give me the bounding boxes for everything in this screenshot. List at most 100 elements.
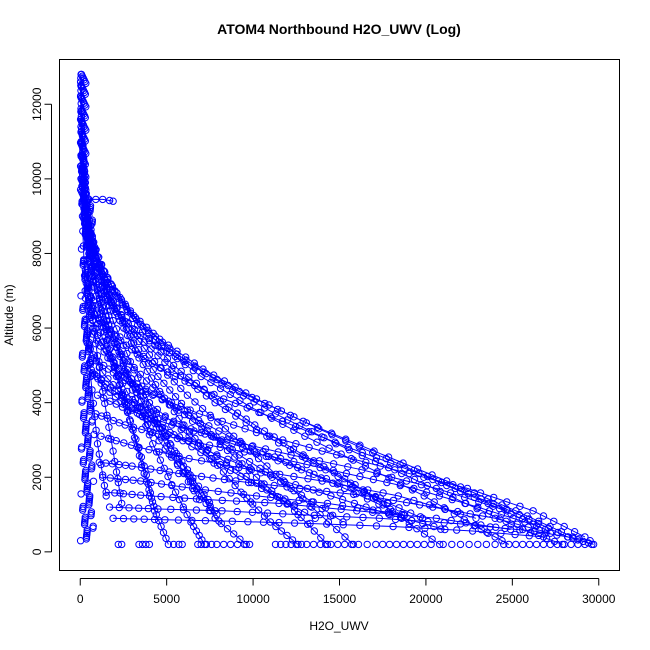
data-point	[525, 540, 534, 549]
data-point	[310, 527, 318, 535]
data-point	[173, 404, 181, 412]
data-point	[223, 446, 232, 455]
data-point	[258, 484, 266, 493]
data-point	[87, 508, 96, 516]
data-point	[118, 350, 126, 358]
data-point	[142, 377, 151, 385]
data-point	[121, 421, 129, 429]
data-point	[420, 473, 428, 481]
data-point	[509, 514, 517, 522]
y-axis: 0 2000 4000 6000 8000 10000 12000	[30, 87, 52, 555]
data-point	[363, 540, 371, 549]
data-point	[164, 540, 173, 549]
data-point	[130, 363, 138, 372]
data-point	[216, 384, 225, 393]
data-point	[148, 359, 157, 367]
data-point	[255, 408, 263, 417]
data-point	[91, 276, 99, 284]
data-point	[391, 466, 399, 474]
data-point	[273, 405, 282, 414]
data-point	[266, 432, 274, 440]
data-point	[230, 432, 238, 440]
data-point	[570, 528, 579, 536]
data-point	[112, 468, 121, 476]
data-point	[303, 540, 311, 549]
series-line-31	[109, 506, 591, 542]
data-point	[89, 369, 97, 377]
x-tick-label: 5000	[153, 592, 180, 606]
data-point	[245, 540, 254, 549]
data-point	[290, 457, 298, 466]
data-point	[123, 349, 131, 358]
data-point	[265, 401, 273, 409]
y-axis-label: Altitude (m)	[2, 284, 16, 345]
data-point	[163, 347, 171, 355]
data-point	[296, 422, 304, 430]
data-point	[519, 540, 527, 549]
data-point	[341, 533, 349, 541]
data-point	[356, 472, 364, 481]
data-point	[141, 354, 149, 363]
series-line-26	[88, 327, 402, 516]
data-point	[112, 305, 121, 313]
data-point	[173, 434, 182, 443]
data-point	[122, 341, 130, 349]
data-point	[567, 540, 575, 549]
data-point	[102, 380, 110, 388]
data-point	[333, 451, 341, 459]
data-point	[123, 387, 131, 396]
data-point	[257, 469, 265, 477]
data-point	[347, 540, 356, 549]
data-point	[148, 498, 157, 506]
data-point	[432, 514, 440, 522]
data-point	[156, 363, 164, 372]
data-point	[188, 516, 196, 525]
data-point	[95, 363, 104, 371]
data-point	[389, 496, 398, 505]
data-point	[235, 451, 244, 459]
data-point	[207, 413, 215, 422]
data-point	[443, 477, 451, 485]
data-point	[401, 464, 409, 472]
data-point	[109, 334, 117, 343]
y-tick-label: 6000	[30, 314, 44, 341]
data-point	[497, 510, 505, 519]
data-point	[532, 540, 541, 549]
data-point	[189, 474, 197, 482]
data-point	[124, 395, 132, 403]
data-point	[135, 346, 143, 354]
data-point	[207, 540, 216, 549]
data-point	[354, 540, 363, 549]
data-point	[147, 478, 155, 487]
data-point	[456, 483, 465, 491]
data-point	[456, 540, 465, 549]
data-point	[318, 433, 326, 441]
data-point	[186, 406, 194, 414]
data-point	[192, 506, 201, 514]
data-point	[388, 473, 396, 481]
data-point	[124, 370, 132, 378]
x-tick-label: 15000	[323, 592, 357, 606]
data-point	[453, 526, 461, 534]
data-point	[300, 508, 309, 516]
data-point	[322, 540, 330, 549]
data-point	[84, 194, 92, 203]
data-point	[88, 216, 97, 224]
data-point	[157, 364, 165, 372]
data-point	[292, 540, 300, 549]
series-line-20	[84, 298, 288, 504]
data-point	[429, 503, 437, 511]
data-point	[305, 469, 314, 477]
data-point	[335, 479, 343, 487]
data-point	[123, 318, 131, 326]
data-point	[500, 540, 508, 549]
data-point	[142, 323, 151, 331]
data-point	[337, 450, 345, 458]
data-point	[294, 510, 302, 519]
data-point	[586, 537, 594, 545]
data-point	[306, 502, 314, 510]
data-point	[402, 498, 411, 507]
data-point	[145, 492, 154, 500]
data-point	[232, 412, 240, 420]
data-point	[489, 502, 497, 510]
